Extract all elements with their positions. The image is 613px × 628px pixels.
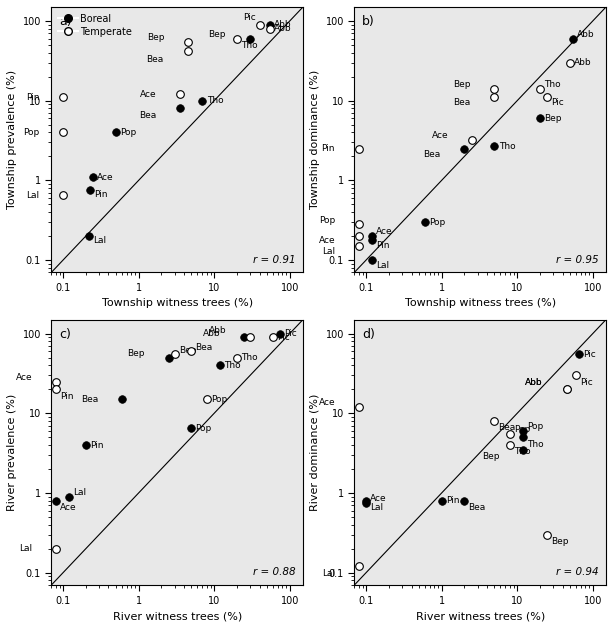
Text: d): d) — [362, 328, 375, 340]
Y-axis label: River prevalence (%): River prevalence (%) — [7, 394, 17, 511]
Text: Bea: Bea — [196, 343, 213, 352]
Text: Pin: Pin — [90, 440, 104, 450]
Legend: Boreal, Temperate: Boreal, Temperate — [56, 12, 134, 38]
Text: Ace: Ace — [370, 494, 387, 503]
Text: Bep: Bep — [128, 349, 145, 358]
Text: Abb: Abb — [203, 328, 221, 338]
Text: r = 0.88: r = 0.88 — [253, 567, 295, 577]
Text: Ace: Ace — [319, 398, 335, 408]
Text: Abb: Abb — [274, 24, 292, 33]
Text: Tho: Tho — [544, 80, 561, 89]
Text: Abb: Abb — [525, 378, 543, 387]
Text: Abb: Abb — [525, 378, 543, 387]
Text: Pop: Pop — [514, 425, 530, 435]
Text: Bea: Bea — [468, 503, 485, 512]
X-axis label: Township witness trees (%): Township witness trees (%) — [405, 298, 556, 308]
Text: Ace: Ace — [139, 90, 156, 99]
X-axis label: River witness trees (%): River witness trees (%) — [416, 611, 545, 621]
Text: Bea: Bea — [454, 99, 471, 107]
Text: Pic: Pic — [243, 13, 256, 22]
Text: Abb: Abb — [274, 20, 292, 29]
Text: Abb: Abb — [574, 58, 592, 67]
Text: a): a) — [59, 15, 72, 28]
Text: Pop: Pop — [196, 424, 212, 433]
Text: r = 0.95: r = 0.95 — [556, 254, 598, 264]
Text: Bep: Bep — [147, 33, 164, 42]
Text: Bep: Bep — [208, 30, 225, 39]
Text: Pic: Pic — [552, 99, 564, 107]
Text: Pop: Pop — [527, 422, 544, 431]
Text: c): c) — [59, 328, 70, 340]
Text: Tho: Tho — [241, 353, 257, 362]
Text: Ace: Ace — [376, 227, 393, 237]
Text: Lal: Lal — [19, 544, 32, 553]
X-axis label: Township witness trees (%): Township witness trees (%) — [102, 298, 253, 308]
Text: Tho: Tho — [207, 96, 223, 106]
Text: Pop: Pop — [23, 128, 39, 137]
Text: Pic: Pic — [284, 330, 297, 338]
Text: Bep: Bep — [552, 537, 569, 546]
Text: Lal: Lal — [73, 488, 86, 497]
Text: Tho: Tho — [224, 361, 241, 370]
Text: Ace: Ace — [97, 173, 114, 181]
Text: Pin: Pin — [376, 241, 390, 250]
Text: Abb: Abb — [577, 30, 595, 39]
Text: Pin: Pin — [446, 496, 459, 506]
Text: Bea: Bea — [146, 55, 163, 64]
Text: Lal: Lal — [322, 569, 335, 578]
Text: Bea: Bea — [81, 395, 98, 404]
Text: Pic: Pic — [583, 350, 595, 359]
Text: Pin: Pin — [322, 144, 335, 153]
Text: Bep: Bep — [179, 345, 196, 355]
Text: Tho: Tho — [241, 41, 257, 50]
Y-axis label: Township dominance (%): Township dominance (%) — [310, 70, 320, 209]
Text: Pic: Pic — [277, 333, 290, 342]
Text: Pop: Pop — [319, 216, 335, 225]
Text: Pin: Pin — [94, 190, 108, 199]
Text: Lal: Lal — [26, 191, 39, 200]
Text: Pop: Pop — [211, 395, 227, 404]
Text: Lal: Lal — [376, 261, 389, 270]
Text: Tho: Tho — [498, 141, 515, 151]
Text: Pop: Pop — [429, 217, 445, 227]
Y-axis label: Township prevalence (%): Township prevalence (%) — [7, 70, 17, 209]
Text: Ace: Ace — [15, 373, 32, 382]
Text: Abb: Abb — [209, 326, 227, 335]
Text: Ace: Ace — [319, 236, 335, 245]
Text: b): b) — [362, 15, 375, 28]
Text: r = 0.94: r = 0.94 — [556, 567, 598, 577]
Text: Tho: Tho — [514, 448, 531, 457]
Y-axis label: River dominance (%): River dominance (%) — [310, 394, 320, 511]
Text: Pop: Pop — [120, 128, 136, 137]
Text: Pin: Pin — [60, 392, 74, 401]
Text: Bep: Bep — [482, 452, 500, 461]
Text: Lal: Lal — [322, 247, 335, 256]
Text: Pin: Pin — [26, 93, 39, 102]
Text: Bea: Bea — [139, 111, 156, 120]
Text: Bea: Bea — [424, 149, 441, 159]
Text: Bea: Bea — [498, 423, 516, 433]
Text: Bep: Bep — [453, 80, 471, 89]
Text: Tho: Tho — [527, 440, 544, 449]
Text: Lal: Lal — [370, 503, 383, 512]
X-axis label: River witness trees (%): River witness trees (%) — [113, 611, 242, 621]
Text: Ace: Ace — [432, 131, 448, 141]
Text: r = 0.91: r = 0.91 — [253, 254, 295, 264]
Text: Pic: Pic — [580, 377, 593, 387]
Text: Lal: Lal — [93, 236, 106, 245]
Text: Ace: Ace — [60, 503, 77, 512]
Text: Bep: Bep — [544, 114, 562, 123]
